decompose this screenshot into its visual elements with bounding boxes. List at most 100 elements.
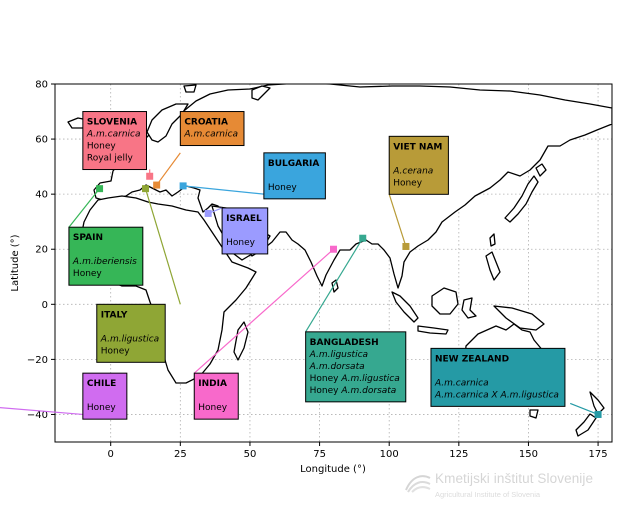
y-tick-label: 20 (35, 245, 48, 256)
label-title-israel: ISRAEL (226, 214, 262, 224)
label-line-slovenia: Royal jelly (87, 154, 134, 164)
country-annotations: SLOVENIA A.m.carnica Honey Royal jelly CROAT… (0, 111, 602, 420)
label-line-bangladesh: Honey A.m.dorsata (310, 386, 397, 396)
marker-croatia (153, 181, 161, 189)
marker-india (330, 245, 337, 253)
y-tick-label: −40 (27, 410, 48, 421)
x-tick-label: 75 (313, 449, 326, 460)
plot-frame (54, 83, 613, 443)
label-line-italy: A.m.ligustica (100, 334, 159, 344)
label-line-newzealand: A.m.carnica X A.m.ligustica (434, 390, 559, 400)
x-tick-label: 150 (519, 449, 538, 460)
annotation-bangladesh: BANGLADESH A.m.ligustica A.m.dorsata Honey … (305, 234, 407, 403)
label-line-vietnam: A.cerana (392, 166, 433, 176)
x-tick-label: 0 (108, 449, 114, 460)
java-island (417, 325, 449, 335)
svalbard-islands (183, 84, 197, 93)
taiwan-island (489, 233, 496, 247)
annotation-spain: SPAIN A.m.iberiensis Honey (68, 185, 144, 286)
label-box-bangladesh (305, 331, 407, 403)
x-tick-label: 125 (449, 449, 468, 460)
leader-line-croatia (156, 152, 181, 186)
japan-islands (504, 175, 539, 223)
label-box-croatia (179, 111, 245, 147)
annotation-croatia: CROATIA A.m.carnica (153, 111, 245, 189)
borneo-island (431, 287, 459, 315)
leader-line-bulgaria (183, 185, 264, 195)
x-tick-label: 25 (174, 449, 187, 460)
label-line-spain: Honey (73, 269, 103, 279)
y-tick-label: −20 (27, 355, 48, 366)
annotation-italy: ITALY A.m.ligustica Honey (96, 185, 181, 363)
novaya-zemlya-island (251, 85, 271, 101)
y-tick-label: 0 (42, 300, 48, 311)
annotation-newzealand: NEW ZEALAND A.m.carnica A.m.carnica X A.m.… (430, 347, 602, 418)
label-box-israel (221, 207, 269, 255)
label-title-vietnam: VIET NAM (393, 142, 442, 152)
label-title-spain: SPAIN (73, 233, 103, 243)
label-title-newzealand: NEW ZEALAND (435, 354, 509, 364)
label-line-bulgaria: Honey (268, 183, 298, 193)
y-axis-label: Latitude (°) (10, 234, 21, 291)
label-title-bulgaria: BULGARIA (268, 159, 320, 169)
leader-line-italy (144, 188, 181, 305)
label-title-chile: CHILE (87, 379, 116, 389)
marker-newzealand (594, 410, 602, 418)
philippines-islands (485, 251, 501, 281)
x-tick-label: 100 (380, 449, 399, 460)
marker-vietnam (402, 242, 410, 250)
srilanka-island (331, 279, 339, 293)
x-axis-label: Longitude (°) (300, 464, 366, 475)
y-tick-label: 40 (35, 190, 48, 201)
label-title-slovenia: SLOVENIA (87, 118, 137, 128)
label-title-bangladesh: BANGLADESH (310, 338, 379, 348)
label-line-bangladesh: A.m.ligustica (309, 350, 368, 360)
new-guinea-island (493, 305, 545, 331)
label-line-croatia: A.m.carnica (183, 130, 238, 140)
watermark-title: Kmetijski inštitut Slovenije (435, 471, 594, 486)
annotation-vietnam: VIET NAM A.cerana Honey (388, 135, 449, 250)
label-box-bulgaria (263, 152, 326, 200)
label-line-bangladesh: Honey A.m.ligustica (310, 374, 400, 384)
label-line-israel: Honey (226, 238, 256, 248)
marker-spain (96, 185, 104, 193)
institute-watermark: Kmetijski inštitut Slovenije Agricultura… (404, 468, 614, 508)
madagascar-island (233, 321, 249, 361)
label-line-spain: A.m.iberiensis (72, 257, 137, 267)
marker-italy (142, 185, 150, 193)
hokkaido-island (535, 163, 547, 177)
label-box-vietnam (388, 135, 449, 195)
label-line-india: Honey (198, 403, 228, 413)
label-line-vietnam: Honey (393, 178, 423, 188)
leader-line-chile (0, 407, 83, 416)
label-title-india: INDIA (198, 379, 227, 389)
watermark-subtitle: Agricultural Institute of Slovenia (435, 490, 541, 499)
leader-line-spain (68, 188, 101, 228)
label-box-spain (68, 226, 144, 286)
label-line-newzealand: A.m.carnica (434, 378, 489, 388)
sumatra-island (391, 291, 419, 323)
annotation-bulgaria: BULGARIA Honey (179, 152, 326, 200)
label-box-newzealand (430, 347, 566, 407)
label-title-croatia: CROATIA (184, 118, 228, 128)
label-box-chile (82, 372, 128, 420)
label-line-italy: Honey (101, 346, 131, 356)
nz-south-island (575, 413, 597, 437)
annotation-israel: ISRAEL Honey (204, 207, 269, 255)
label-title-italy: ITALY (101, 310, 128, 320)
annotation-india: INDIA Honey (193, 245, 337, 420)
marker-bangladesh (359, 234, 367, 242)
sulawesi-island (461, 297, 477, 319)
institute-logo-icon (405, 475, 431, 493)
x-tick-label: 50 (244, 449, 257, 460)
annotation-slovenia: SLOVENIA A.m.carnica Honey Royal jelly (82, 111, 154, 180)
annotation-chile: CHILE Honey (0, 372, 128, 420)
tasmania-island (529, 409, 539, 419)
x-tick-label: 175 (589, 449, 608, 460)
label-line-slovenia: Honey (87, 142, 117, 152)
y-tick-label: 80 (35, 80, 48, 91)
leader-line-india (193, 248, 334, 374)
leader-line-newzealand (570, 402, 599, 416)
label-box-italy (96, 303, 166, 363)
